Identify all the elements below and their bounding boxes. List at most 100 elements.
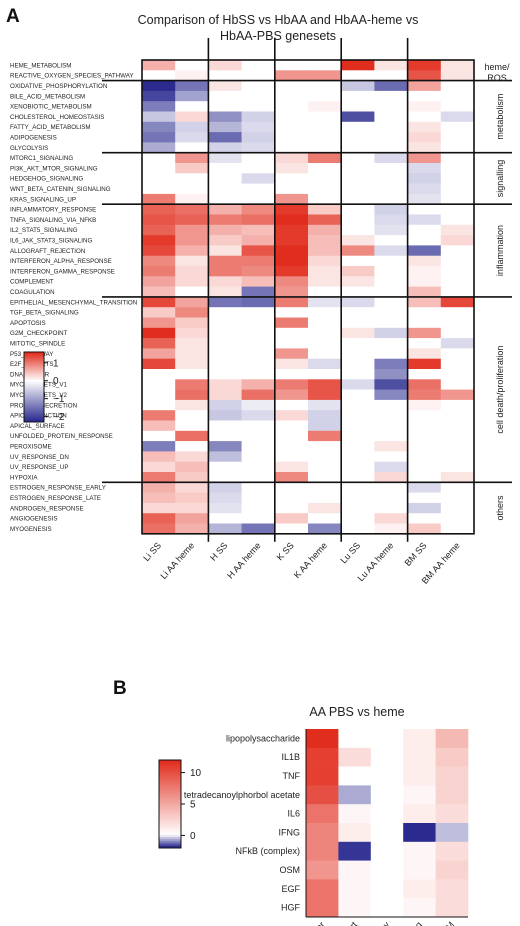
heatmap-a-cell xyxy=(274,338,309,349)
heatmap-a-cell xyxy=(241,286,276,298)
heatmap-b-cell xyxy=(403,823,436,843)
heatmap-a-cell xyxy=(208,389,242,401)
heatmap-a-column-label: Li AA heme xyxy=(158,540,196,581)
heatmap-a-cell xyxy=(274,307,309,318)
heatmap-a-cell xyxy=(341,513,375,524)
heatmap-a-cell xyxy=(175,338,209,349)
heatmap-a-cell xyxy=(142,121,176,133)
colorbar-b-step xyxy=(159,782,181,785)
heatmap-a-cell xyxy=(308,235,342,246)
heatmap-a-cell xyxy=(407,276,442,287)
heatmap-a-cell xyxy=(374,389,408,401)
heatmap-a-cell xyxy=(208,214,242,226)
heatmap-a-cell xyxy=(374,286,408,298)
heatmap-a-cell xyxy=(341,502,375,514)
heatmap-a-cell xyxy=(208,472,242,483)
heatmap-a-cell xyxy=(142,338,176,349)
heatmap-a-cell xyxy=(175,255,209,267)
heatmap-a-column-label: Li SS xyxy=(141,540,163,563)
colorbar-a-step xyxy=(24,378,44,381)
heatmap-a-row-label: TNFA_SIGNALING_VIA_NFKB xyxy=(10,217,96,224)
heatmap-a-cell xyxy=(374,472,408,483)
colorbar-a-step xyxy=(24,399,44,402)
heatmap-a-cell xyxy=(308,513,342,524)
heatmap-a-cell xyxy=(208,502,242,514)
heatmap-a-cell xyxy=(308,204,342,215)
heatmap-a-row-label: MITOTIC_SPINDLE xyxy=(10,340,65,347)
heatmap-a-cell xyxy=(341,296,375,308)
colorbar-b-step xyxy=(159,837,181,840)
colorbar-a-step xyxy=(24,380,44,383)
colorbar-a-step xyxy=(24,355,44,358)
heatmap-a-cell xyxy=(175,430,209,442)
colorbar-b-step xyxy=(159,779,181,783)
heatmap-a-cell xyxy=(407,461,442,473)
heatmap-a-cell xyxy=(308,142,342,153)
heatmap-a-cell xyxy=(142,492,176,504)
heatmap-a-cell xyxy=(175,142,209,153)
heatmap-b-cell xyxy=(370,841,404,861)
heatmap-a-cell xyxy=(208,317,242,329)
heatmap-b-cell xyxy=(338,747,372,767)
heatmap-b-row-label: IL6 xyxy=(287,809,300,819)
heatmap-a-cell xyxy=(407,296,442,308)
heatmap-a-cell xyxy=(175,307,209,318)
heatmap-a-cell xyxy=(308,111,342,123)
heatmap-a-row-label: BILE_ACID_METABOLISM xyxy=(10,93,85,100)
heatmap-a-cell xyxy=(341,142,375,153)
heatmap-a-cell xyxy=(407,152,442,164)
heatmap-a-cell xyxy=(407,482,442,493)
heatmap-a-cell xyxy=(274,224,309,236)
colorbar-b-step xyxy=(159,819,181,822)
colorbar-b-step xyxy=(159,762,181,765)
heatmap-a-cell xyxy=(374,441,408,452)
heatmap-a-cell xyxy=(175,204,209,215)
heatmap-a-cell xyxy=(341,338,375,349)
heatmap-a-cell xyxy=(440,235,475,246)
heatmap-a-cell xyxy=(142,276,176,287)
heatmap-a-cell xyxy=(142,235,176,246)
heatmap-a-cell xyxy=(407,286,442,298)
heatmap-b-column-label: BM xyxy=(440,920,456,926)
heatmap-a-cell xyxy=(308,472,342,483)
heatmap-a-cell xyxy=(374,317,408,329)
heatmap-a-cell xyxy=(374,90,408,102)
heatmap-a-row-label: IL2_STAT5_SIGNALING xyxy=(10,227,78,234)
heatmap-a-cell xyxy=(241,523,276,535)
heatmap-b-cell xyxy=(403,841,436,861)
heatmap-a-cell xyxy=(142,472,176,483)
colorbar-a-step xyxy=(24,390,44,393)
heatmap-b-cell xyxy=(435,804,469,824)
colorbar-b-step xyxy=(159,793,181,796)
heatmap-a-cell xyxy=(440,152,475,164)
heatmap-a-cell xyxy=(440,389,475,401)
heatmap-a-cell xyxy=(374,492,408,504)
heatmap-a-cell xyxy=(274,276,309,287)
heatmap-b-column-label: Heart xyxy=(337,919,359,926)
heatmap-a-column-label: K AA heme xyxy=(292,540,329,580)
heatmap-b-column-label: Kidney xyxy=(366,919,392,926)
heatmap-a-cell xyxy=(241,224,276,236)
heatmap-a-cell xyxy=(374,204,408,215)
heatmap-a-cell xyxy=(142,90,176,102)
colorbar-b-step xyxy=(159,832,181,836)
heatmap-a-cell xyxy=(341,482,375,493)
heatmap-a-cell xyxy=(142,111,176,123)
heatmap-b-cell xyxy=(338,729,372,749)
heatmap-a-cell xyxy=(440,111,475,123)
heatmap-a-cell xyxy=(208,183,242,195)
heatmap-a-cell xyxy=(341,523,375,535)
heatmap-a-cell xyxy=(440,307,475,318)
colorbar-b-step xyxy=(159,777,181,781)
heatmap-a-cell xyxy=(208,399,242,411)
heatmap-a-cell xyxy=(308,379,342,390)
heatmap-b-cell xyxy=(435,785,469,805)
heatmap-a-cell xyxy=(208,70,242,81)
colorbar-a-step xyxy=(24,408,44,411)
heatmap-a-row-label: UV_RESPONSE_DN xyxy=(10,454,69,461)
heatmap-a-cell xyxy=(407,204,442,215)
colorbar-a-step xyxy=(24,381,44,384)
heatmap-a-cell xyxy=(374,502,408,514)
heatmap-a-cell xyxy=(407,389,442,401)
heatmap-a-cell xyxy=(440,286,475,298)
